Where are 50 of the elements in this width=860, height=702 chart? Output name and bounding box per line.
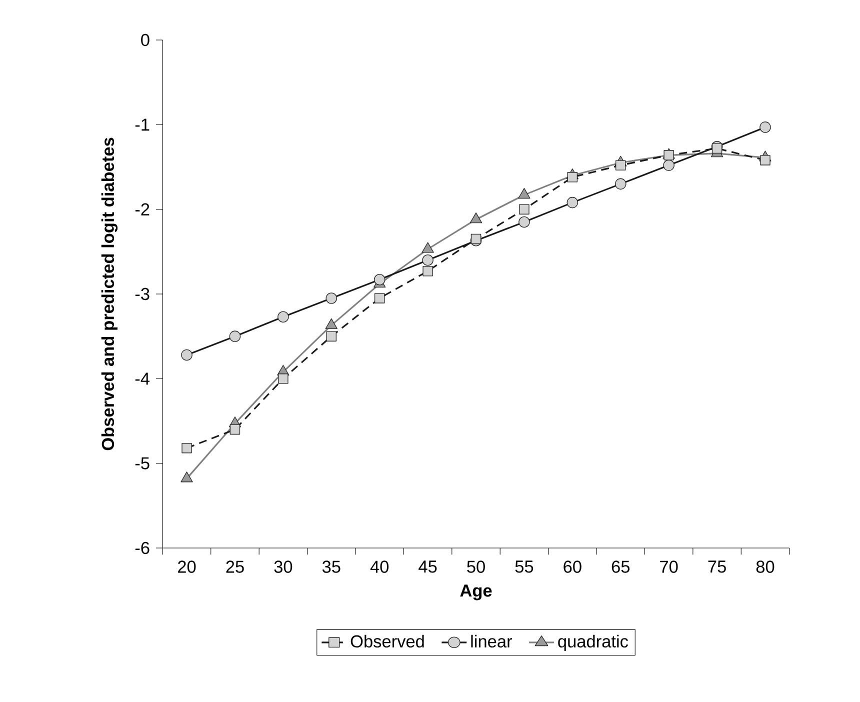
- point: [614, 178, 626, 190]
- point: [182, 442, 192, 454]
- point: [566, 196, 578, 208]
- x-tick-label: 55: [515, 560, 534, 573]
- y-tick-label: -6: [135, 542, 150, 554]
- y-tick-label: -4: [135, 372, 150, 385]
- point: [567, 172, 578, 182]
- point: [325, 318, 338, 329]
- point: [663, 160, 674, 171]
- legend-label: Observed: [350, 634, 424, 648]
- x-tick-label: 45: [418, 560, 437, 573]
- point: [616, 160, 626, 170]
- y-axis-title: Observed and predicted logit diabetes: [101, 138, 118, 450]
- point: [278, 311, 289, 323]
- x-tick-label: 25: [226, 560, 244, 573]
- x-tick-label: 70: [660, 560, 678, 573]
- point: [278, 374, 288, 384]
- point: [181, 349, 192, 361]
- x-tick-label: 20: [178, 560, 196, 573]
- x-axis-title: Age: [460, 584, 492, 600]
- x-tick-label: 35: [322, 560, 340, 573]
- point: [760, 122, 771, 133]
- x-tick-label: 60: [564, 560, 582, 573]
- point: [470, 212, 482, 224]
- point: [422, 266, 433, 276]
- point: [422, 242, 434, 253]
- y-tick-label: -1: [135, 118, 150, 131]
- point: [230, 424, 240, 435]
- point: [518, 216, 530, 228]
- legend-label: quadratic: [558, 634, 628, 651]
- x-tick-label: 75: [708, 560, 726, 573]
- point: [519, 204, 530, 214]
- point: [180, 472, 193, 482]
- y-tick-label: -5: [135, 457, 150, 470]
- point: [374, 274, 386, 286]
- x-tick-label: 50: [467, 560, 485, 573]
- y-tick-label: -2: [135, 203, 150, 216]
- x-tick-label: 80: [756, 560, 774, 573]
- point: [326, 331, 337, 342]
- y-tick-label: -3: [135, 288, 150, 300]
- x-tick-label: 65: [612, 560, 630, 573]
- y-tick-label: 0: [141, 34, 150, 46]
- x-tick-label: 30: [274, 560, 292, 573]
- point: [760, 155, 770, 166]
- point: [422, 254, 434, 266]
- point: [374, 293, 385, 304]
- point: [229, 330, 241, 342]
- point: [326, 292, 338, 304]
- legend-label: linear: [471, 634, 512, 648]
- x-tick-label: 40: [370, 560, 389, 573]
